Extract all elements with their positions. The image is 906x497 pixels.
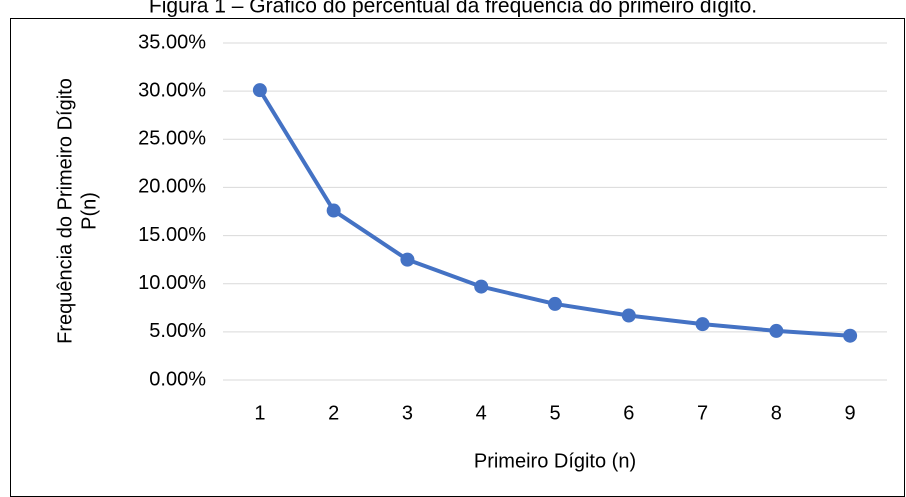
- x-tick-label: 7: [697, 402, 708, 424]
- marker: [695, 317, 710, 332]
- y-tick-label: 0.00%: [149, 368, 206, 390]
- x-tick-label: 2: [328, 402, 339, 424]
- x-tick-label: 9: [845, 402, 856, 424]
- x-tick-label: 3: [402, 402, 413, 424]
- x-tick-label: 6: [623, 402, 634, 424]
- y-tick-label: 5.00%: [149, 320, 206, 342]
- marker: [400, 252, 415, 267]
- marker: [252, 83, 267, 98]
- x-tick-label: 5: [549, 402, 560, 424]
- y-tick-label: 25.00%: [138, 128, 206, 150]
- y-tick-label: 15.00%: [138, 224, 206, 246]
- x-tick-label: 4: [476, 402, 487, 424]
- x-tick-label: 1: [254, 402, 265, 424]
- y-tick-label: 20.00%: [138, 176, 206, 198]
- marker: [769, 323, 784, 338]
- marker: [474, 279, 489, 294]
- marker: [621, 308, 636, 323]
- marker: [326, 203, 341, 218]
- marker: [843, 328, 858, 343]
- y-tick-label: 10.00%: [138, 272, 206, 294]
- y-axis-label: P(n): [78, 192, 100, 230]
- marker: [548, 296, 562, 311]
- y-axis-label: Frequência do Primeiro Dígito: [54, 78, 76, 344]
- y-tick-label: 30.00%: [138, 79, 206, 101]
- x-axis-label: Primeiro Dígito (n): [474, 450, 636, 472]
- y-tick-label: 35.00%: [138, 31, 206, 53]
- chart-title: Figura 1 – Gráfico do percentual da freq…: [149, 0, 757, 18]
- x-tick-label: 8: [771, 402, 782, 424]
- chart-frame: [10, 18, 905, 497]
